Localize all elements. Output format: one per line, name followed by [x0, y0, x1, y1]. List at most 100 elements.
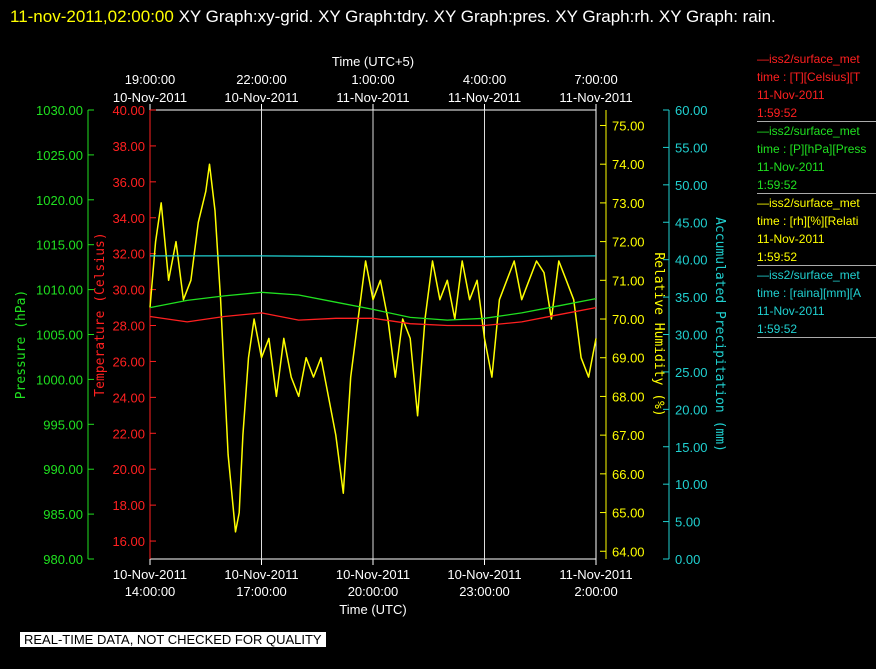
- temperature-tick-label: 16.00: [112, 534, 145, 549]
- x-tick-label: 7:00:00: [574, 72, 617, 87]
- legend-line2: time : [raina][mm][A: [757, 286, 862, 300]
- precip-tick-label: 10.00: [675, 477, 708, 492]
- temperature-tick-label: 28.00: [112, 319, 145, 334]
- pressure-tick-label: 1000.00: [36, 372, 83, 387]
- legend-line2: time : [rh][%][Relati: [757, 214, 859, 228]
- x-tick-label: 10-Nov-2011: [113, 567, 187, 582]
- x-tick-label: 4:00:00: [463, 72, 506, 87]
- humidity-tick-label: 68.00: [612, 389, 645, 404]
- temperature-tick-label: 26.00: [112, 354, 145, 369]
- precip-tick-label: 50.00: [675, 178, 708, 193]
- legend-separator: [757, 193, 876, 194]
- x-tick-label: 10-Nov-2011: [224, 90, 298, 105]
- x-tick-label: 11-Nov-2011: [448, 90, 521, 105]
- page-title: 11-nov-2011,02:00:00 XY Graph:xy-grid. X…: [10, 2, 860, 31]
- x-tick-label: 10-Nov-2011: [224, 567, 298, 582]
- humidity-axis-title: Relative Humidity (%): [651, 252, 666, 416]
- legend-line4: 1:59:52: [757, 322, 798, 336]
- precip-tick-label: 5.00: [675, 515, 700, 530]
- pressure-tick-label: 1010.00: [36, 283, 83, 298]
- x-tick-label: 11-Nov-2011: [336, 90, 409, 105]
- x-tick-label: 23:00:00: [459, 584, 510, 599]
- pressure-tick-label: 1015.00: [36, 238, 83, 253]
- pressure-tick-label: 1020.00: [36, 193, 83, 208]
- legend-line3: 11-Nov-2011: [757, 304, 825, 318]
- x-tick-label: 19:00:00: [125, 72, 176, 87]
- humidity-tick-label: 75.00: [612, 118, 645, 133]
- temperature-tick-label: 30.00: [112, 283, 145, 298]
- x-tick-label: 17:00:00: [236, 584, 287, 599]
- humidity-tick-label: 67.00: [612, 428, 645, 443]
- title-graph-list: XY Graph:xy-grid. XY Graph:tdry. XY Grap…: [173, 7, 776, 26]
- legend-separator: [757, 265, 876, 266]
- humidity-tick-label: 74.00: [612, 157, 645, 172]
- x-tick-label: 20:00:00: [348, 584, 399, 599]
- legend-entry[interactable]: —iss2/surface_met time : [P][hPa][Press 11…: [757, 122, 876, 194]
- legend-separator: [757, 337, 876, 338]
- temperature-tick-label: 40.00: [112, 103, 145, 118]
- pressure-tick-label: 1025.00: [36, 148, 83, 163]
- legend-line1: —iss2/surface_met: [757, 52, 860, 66]
- pressure-axis-title: Pressure (hPa): [14, 290, 29, 400]
- legend-separator: [757, 121, 876, 122]
- precip-tick-label: 55.00: [675, 140, 708, 155]
- temperature-tick-label: 36.00: [112, 175, 145, 190]
- legend-line2: time : [P][hPa][Press: [757, 142, 867, 156]
- x-tick-label: 10-Nov-2011: [336, 567, 410, 582]
- legend-line3: 11-Nov-2011: [757, 232, 825, 246]
- series-line-pressure: [149, 291, 597, 321]
- temperature-tick-label: 18.00: [112, 498, 145, 513]
- pressure-tick-label: 980.00: [43, 552, 83, 567]
- pressure-tick-label: 995.00: [43, 417, 83, 432]
- legend-line4: 1:59:52: [757, 178, 798, 192]
- x-tick-label: 22:00:00: [236, 72, 287, 87]
- precip-tick-label: 45.00: [675, 215, 708, 230]
- temperature-axis-title: Temperature (Celsius): [93, 232, 108, 396]
- legend-line4: 1:59:52: [757, 250, 798, 264]
- top-axis-title: Time (UTC+5): [332, 54, 414, 69]
- precip-tick-label: 30.00: [675, 328, 708, 343]
- legend-line3: 11-Nov-2011: [757, 88, 825, 102]
- legend-line1: —iss2/surface_met: [757, 268, 860, 282]
- x-tick-label: 14:00:00: [125, 584, 176, 599]
- pressure-tick-label: 985.00: [43, 507, 83, 522]
- series-line-precip: [150, 255, 597, 258]
- humidity-tick-label: 73.00: [612, 196, 645, 211]
- precip-tick-label: 40.00: [675, 253, 708, 268]
- pressure-tick-label: 1005.00: [36, 328, 83, 343]
- precip-tick-label: 20.00: [675, 402, 708, 417]
- temperature-tick-label: 32.00: [112, 247, 145, 262]
- bottom-axis-title: Time (UTC): [339, 602, 406, 617]
- title-timestamp: 11-nov-2011,02:00:00: [10, 7, 174, 26]
- pressure-tick-label: 1030.00: [36, 103, 83, 118]
- humidity-tick-label: 64.00: [612, 544, 645, 559]
- x-tick-label: 10-Nov-2011: [113, 90, 187, 105]
- quality-notice: REAL-TIME DATA, NOT CHECKED FOR QUALITY: [20, 632, 326, 647]
- pressure-tick-label: 990.00: [43, 462, 83, 477]
- temperature-tick-label: 34.00: [112, 211, 145, 226]
- x-tick-label: 1:00:00: [351, 72, 394, 87]
- x-tick-label: 11-Nov-2011: [559, 567, 632, 582]
- temperature-tick-label: 20.00: [112, 462, 145, 477]
- series-line-temperature: [149, 306, 597, 327]
- humidity-tick-label: 72.00: [612, 235, 645, 250]
- precip-tick-label: 35.00: [675, 290, 708, 305]
- x-tick-label: 2:00:00: [574, 584, 617, 599]
- temperature-tick-label: 24.00: [112, 390, 145, 405]
- legend-line1: —iss2/surface_met: [757, 124, 860, 138]
- humidity-tick-label: 66.00: [612, 467, 645, 482]
- humidity-tick-label: 69.00: [612, 351, 645, 366]
- legend-line2: time : [T][Celsius][T: [757, 70, 861, 84]
- precip-tick-label: 60.00: [675, 103, 708, 118]
- humidity-tick-label: 71.00: [612, 273, 645, 288]
- precip-tick-label: 0.00: [675, 552, 700, 567]
- humidity-tick-label: 65.00: [612, 506, 645, 521]
- precip-tick-label: 25.00: [675, 365, 708, 380]
- temperature-tick-label: 22.00: [112, 426, 145, 441]
- legend-line1: —iss2/surface_met: [757, 196, 860, 210]
- precip-axis-title: Accumulated Precipitation (mm): [712, 217, 727, 452]
